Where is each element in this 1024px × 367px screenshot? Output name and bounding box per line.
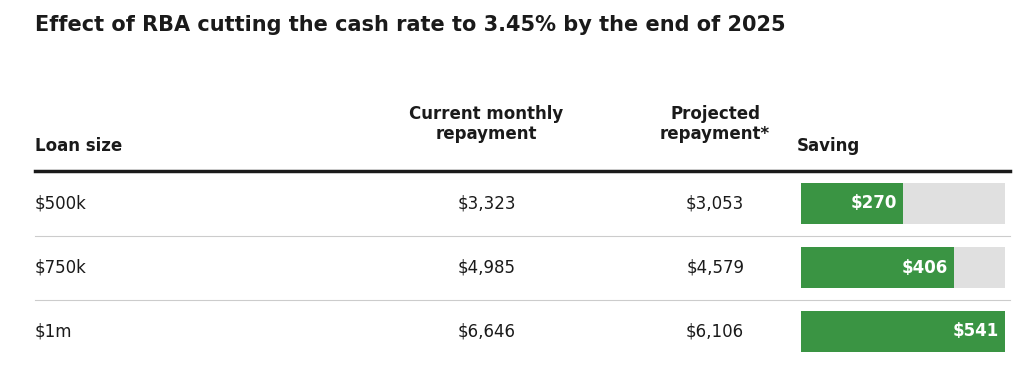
Text: $3,053: $3,053 [686, 194, 744, 212]
Text: Current monthly
repayment: Current monthly repayment [410, 105, 564, 143]
Text: $270: $270 [850, 194, 897, 212]
Text: $500k: $500k [35, 194, 86, 212]
Text: Loan size: Loan size [35, 137, 122, 155]
Text: $4,579: $4,579 [686, 259, 744, 277]
Text: $6,646: $6,646 [458, 323, 516, 341]
Text: $541: $541 [952, 323, 998, 341]
Bar [802, 183, 1005, 224]
Text: $6,106: $6,106 [686, 323, 744, 341]
Text: Saving: Saving [797, 137, 859, 155]
Bar [802, 311, 1005, 352]
Text: $1m: $1m [35, 323, 72, 341]
Bar [802, 183, 903, 224]
Bar [802, 247, 1005, 288]
Text: Effect of RBA cutting the cash rate to 3.45% by the end of 2025: Effect of RBA cutting the cash rate to 3… [35, 15, 785, 35]
Bar [802, 311, 1005, 352]
Text: Projected
repayment*: Projected repayment* [660, 105, 770, 143]
Text: $750k: $750k [35, 259, 86, 277]
Bar [802, 247, 954, 288]
Text: $3,323: $3,323 [458, 194, 516, 212]
Text: $406: $406 [901, 259, 948, 277]
Text: $4,985: $4,985 [458, 259, 516, 277]
